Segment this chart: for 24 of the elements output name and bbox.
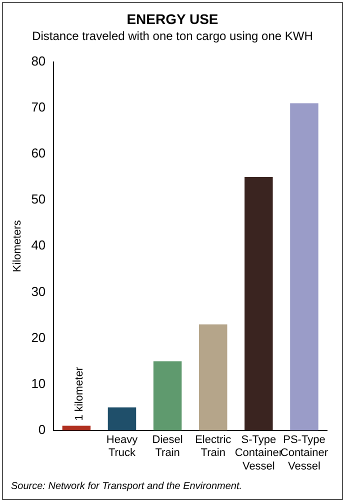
y-axis-title: Kilometers <box>12 220 24 272</box>
x-tick-label: Electric Train <box>195 434 232 460</box>
y-tick-label: 20 <box>31 330 46 345</box>
y-tick-label: 10 <box>31 376 46 391</box>
x-tick-label: Diesel Train <box>152 434 183 460</box>
y-tick-label: 70 <box>31 99 46 114</box>
bar <box>153 361 182 430</box>
y-tick-label: 30 <box>31 284 46 299</box>
y-tick-label: 40 <box>31 238 46 253</box>
chart-title: ENERGY USE <box>126 11 220 27</box>
x-tick-label: Heavy Truck <box>106 434 138 460</box>
x-tick-label: PS-Type Container Vessel <box>280 434 328 472</box>
y-tick-label: 0 <box>38 422 46 437</box>
bar <box>244 176 273 430</box>
y-tick-label: 80 <box>31 53 46 68</box>
bar <box>290 103 318 430</box>
bar <box>198 324 228 430</box>
y-tick-label: 50 <box>31 192 46 207</box>
x-tick-label: S-Type Container Vessel <box>234 434 283 472</box>
source-note: Source: Network for Transport and the Environment. <box>11 481 242 492</box>
annotation: 1 kilometer <box>73 366 86 421</box>
bar <box>108 407 136 430</box>
chart-subtitle: Distance traveled with one ton cargo using one KWH <box>31 29 314 43</box>
y-tick-label: 60 <box>31 146 46 161</box>
